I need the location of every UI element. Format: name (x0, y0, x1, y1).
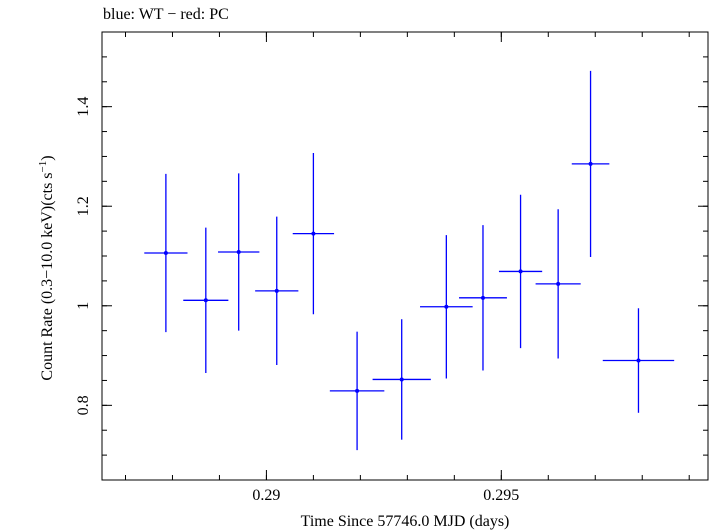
data-marker (480, 295, 485, 300)
y-tick-label: 1 (75, 302, 92, 310)
data-point (372, 319, 431, 440)
y-axis-label-exponent: −1 (37, 161, 49, 173)
y-tick-label: 1.2 (75, 196, 92, 216)
data-point (183, 227, 229, 373)
data-point (255, 216, 299, 366)
data-marker (236, 250, 241, 255)
data-marker (311, 231, 316, 236)
data-marker (274, 288, 279, 293)
x-tick-label: 0.295 (483, 487, 519, 504)
y-axis-label-end: ) (39, 155, 56, 160)
tick-labels: 0.29 0.295 0.8 1 1.2 1.4 (75, 97, 519, 504)
data-marker (355, 388, 360, 393)
data-point (459, 225, 507, 371)
data-marks (144, 70, 675, 451)
data-marker (556, 281, 561, 286)
data-point (498, 194, 543, 349)
data-point (218, 173, 260, 331)
x-axis-label: Time Since 57746.0 MJD (days) (301, 513, 510, 530)
data-marker (444, 304, 449, 309)
x-tick-label: 0.29 (252, 487, 280, 504)
data-marker (518, 269, 523, 274)
data-marker (588, 161, 593, 166)
axis-ticks (102, 31, 708, 481)
y-axis-label: Count Rate (0.3−10.0 keV)(cts s−1) (37, 155, 56, 380)
data-point (602, 308, 675, 413)
chart-title: blue: WT − red: PC (103, 6, 229, 23)
data-marker (399, 377, 404, 382)
data-marker (203, 298, 208, 303)
y-tick-label: 1.4 (75, 97, 92, 117)
y-axis-label-main: Count Rate (0.3−10.0 keV)(cts s (39, 172, 56, 380)
data-point (420, 235, 473, 379)
data-marker (163, 251, 168, 256)
y-tick-label: 0.8 (75, 395, 92, 415)
data-point (535, 209, 581, 359)
data-point (292, 152, 335, 315)
data-point (329, 331, 385, 451)
data-point (571, 70, 610, 257)
data-point (144, 173, 188, 333)
plot-frame (101, 31, 709, 481)
data-marker (636, 358, 641, 363)
